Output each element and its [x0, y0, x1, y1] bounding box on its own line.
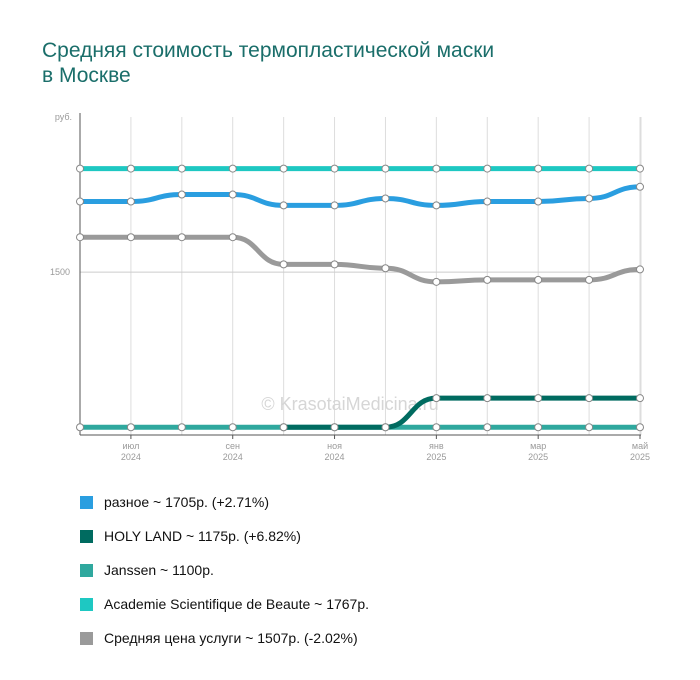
legend-label: HOLY LAND ~ 1175р. (+6.82%) — [104, 528, 301, 544]
legend-item: Средняя цена услуги ~ 1507р. (-2.02%) — [80, 621, 369, 655]
data-point — [534, 275, 543, 284]
legend-swatch — [80, 529, 93, 543]
data-point — [279, 164, 288, 173]
data-point — [636, 394, 644, 403]
data-point — [432, 394, 441, 403]
legend-swatch — [80, 597, 93, 611]
x-tick-label: май — [632, 441, 648, 451]
data-point — [126, 197, 135, 206]
data-point — [636, 265, 644, 274]
data-point — [432, 423, 441, 432]
legend-item: разное ~ 1705р. (+2.71%) — [80, 485, 369, 519]
data-point — [330, 260, 339, 269]
chart-title: Средняя стоимость термопластической маск… — [42, 38, 662, 88]
x-tick-label: мар — [530, 441, 546, 451]
data-point — [432, 277, 441, 286]
data-point — [126, 423, 135, 432]
data-point — [177, 233, 186, 242]
watermark: © KrasotaiMedicina.ru — [261, 394, 438, 414]
chart-title-line-1: Средняя стоимость термопластической маск… — [42, 39, 495, 62]
legend-item: HOLY LAND ~ 1175р. (+6.82%) — [80, 519, 369, 553]
data-point — [483, 275, 492, 284]
legend-label: Средняя цена услуги ~ 1507р. (-2.02%) — [104, 630, 358, 646]
data-point — [330, 164, 339, 173]
data-point — [636, 182, 644, 191]
data-point — [177, 164, 186, 173]
data-point — [279, 423, 288, 432]
y-tick-label: 1500 — [50, 267, 70, 277]
data-point — [76, 423, 84, 432]
data-point — [534, 394, 543, 403]
data-point — [585, 394, 594, 403]
data-point — [126, 164, 135, 173]
data-point — [330, 201, 339, 210]
data-point — [228, 423, 237, 432]
data-point — [534, 164, 543, 173]
series-line — [77, 184, 643, 208]
x-tick-year: 2024 — [325, 452, 345, 462]
x-tick-year: 2024 — [121, 452, 141, 462]
legend-item: Janssen ~ 1100р. — [80, 553, 369, 587]
legend-item: Academie Scientifique de Beaute ~ 1767р. — [80, 587, 369, 621]
x-tick-year: 2025 — [528, 452, 548, 462]
data-point — [483, 197, 492, 206]
data-point — [177, 423, 186, 432]
x-tick-year: 2024 — [223, 452, 243, 462]
x-tick-label: июл — [122, 441, 139, 451]
line-chart: 1500руб.июл2024сен2024ноя2024янв2025мар2… — [50, 112, 650, 462]
x-tick-year: 2025 — [630, 452, 650, 462]
legend-swatch — [80, 631, 93, 645]
x-tick-label: янв — [429, 441, 444, 451]
data-point — [381, 194, 390, 203]
data-point — [585, 275, 594, 284]
legend-swatch — [80, 563, 93, 577]
data-point — [585, 194, 594, 203]
legend-swatch — [80, 495, 93, 509]
series-line — [77, 234, 643, 285]
series-line — [281, 395, 643, 430]
data-point — [228, 233, 237, 242]
data-point — [228, 190, 237, 199]
data-point — [483, 423, 492, 432]
data-point — [177, 190, 186, 199]
data-point — [228, 164, 237, 173]
legend-label: Academie Scientifique de Beaute ~ 1767р. — [104, 596, 370, 612]
data-point — [381, 264, 390, 273]
x-tick-label: ноя — [327, 441, 342, 451]
data-point — [76, 164, 84, 173]
data-point — [534, 197, 543, 206]
data-point — [279, 201, 288, 210]
data-point — [76, 233, 84, 242]
data-point — [534, 423, 543, 432]
data-point — [76, 197, 84, 206]
y-axis-unit: руб. — [55, 112, 72, 122]
data-point — [483, 164, 492, 173]
data-point — [585, 164, 594, 173]
data-point — [330, 423, 339, 432]
x-tick-year: 2025 — [426, 452, 446, 462]
data-point — [126, 233, 135, 242]
x-tick-label: сен — [225, 441, 240, 451]
data-point — [483, 394, 492, 403]
data-point — [432, 201, 441, 210]
data-point — [279, 260, 288, 269]
data-point — [585, 423, 594, 432]
legend-label: Janssen ~ 1100р. — [104, 562, 214, 578]
legend: разное ~ 1705р. (+2.71%) HOLY LAND ~ 117… — [80, 485, 369, 655]
data-point — [636, 164, 644, 173]
data-point — [432, 164, 441, 173]
legend-label: разное ~ 1705р. (+2.71%) — [104, 494, 269, 510]
data-point — [381, 164, 390, 173]
data-point — [381, 423, 390, 432]
chart-title-line-2: в Москве — [42, 64, 131, 87]
data-point — [636, 423, 644, 432]
